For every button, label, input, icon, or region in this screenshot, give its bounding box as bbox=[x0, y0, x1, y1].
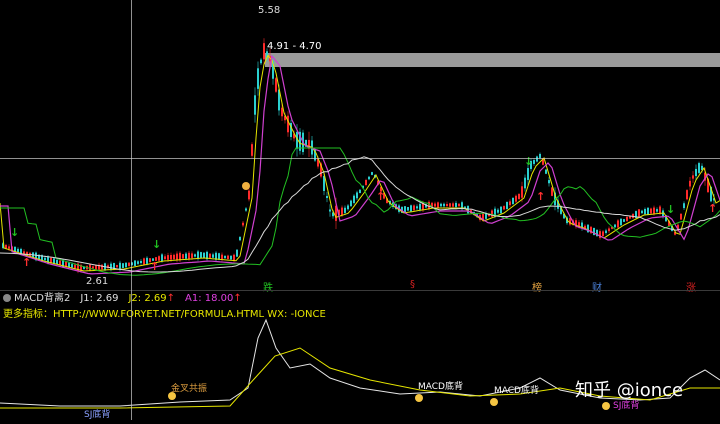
resistance-band bbox=[265, 53, 720, 67]
a1-value: A1: 18.00 bbox=[184, 293, 234, 304]
day-marker[interactable]: 财 bbox=[592, 283, 602, 294]
j2-value: J2: 2.69 bbox=[128, 293, 167, 304]
formula-link[interactable]: 更多指标：HTTP://WWW.FORYET.NET/FORMULA.HTML … bbox=[0, 307, 720, 323]
crosshair-horizontal bbox=[0, 158, 720, 159]
signal-arrow-icon: ↑ bbox=[376, 190, 385, 203]
crosshair-vertical bbox=[131, 0, 132, 420]
signal-arrow-icon: ↑ bbox=[536, 190, 545, 203]
signal-arrow-icon: ↓ bbox=[666, 203, 675, 216]
indicator-chart[interactable]: 金叉共振 MACD底背 MACD底背 SJ底背 SJ底背 bbox=[0, 318, 720, 420]
indicator-chart-canvas[interactable] bbox=[0, 318, 720, 420]
signal-arrow-icon: ↑ bbox=[708, 202, 717, 215]
signal-arrow-icon: ↓ bbox=[10, 226, 19, 239]
formula-text: 更多指标：HTTP://WWW.FORYET.NET/FORMULA.HTML … bbox=[3, 309, 326, 320]
pane-divider[interactable] bbox=[0, 290, 720, 291]
indicator-header: MACD背离2 J1: 2.69 J2: 2.69↑ A1: 18.00↑ bbox=[0, 291, 720, 307]
price-chart-canvas[interactable]: ↓ ↑ ↓ ↑ ↑ ↓ ↑ ↓ ↑ bbox=[0, 0, 720, 290]
up-arrow-icon: ↑ bbox=[233, 293, 242, 304]
sj-divergence-label: SJ底背 bbox=[84, 410, 111, 420]
low-price-label: 2.61 bbox=[86, 276, 109, 287]
golden-cross-label: 金叉共振 bbox=[171, 384, 208, 394]
indicator-name[interactable]: MACD背离2 bbox=[14, 293, 71, 304]
signal-arrows: ↓ ↑ ↓ ↑ ↑ ↓ ↑ ↓ ↑ bbox=[10, 155, 717, 273]
up-arrow-icon: ↑ bbox=[166, 293, 175, 304]
day-marker[interactable]: 跌 bbox=[263, 283, 273, 294]
smile-icon bbox=[415, 394, 423, 402]
signal-arrow-icon: ↓ bbox=[524, 155, 533, 168]
signal-arrow-icon: ↑ bbox=[150, 260, 159, 273]
day-marker[interactable]: 涨 bbox=[686, 283, 696, 294]
sj-divergence-label: SJ底背 bbox=[613, 401, 640, 411]
day-marker[interactable]: § bbox=[410, 279, 415, 290]
smile-icon bbox=[490, 398, 498, 406]
indicator-settings-icon[interactable] bbox=[3, 294, 11, 302]
watermark: 知乎 @ionce bbox=[575, 380, 684, 401]
signal-arrow-icon: ↑ bbox=[22, 256, 31, 269]
macd-divergence-label: MACD底背 bbox=[494, 386, 539, 396]
range-label: 4.91 - 4.70 bbox=[267, 41, 322, 52]
hand-cursor-icon bbox=[242, 182, 250, 190]
high-price-label: 5.58 bbox=[258, 5, 281, 16]
smile-icon bbox=[602, 402, 610, 410]
macd-divergence-label: MACD底背 bbox=[418, 382, 463, 392]
day-marker[interactable]: 榜 bbox=[532, 283, 542, 294]
candlesticks bbox=[2, 38, 715, 274]
signal-arrow-icon: ↓ bbox=[152, 238, 161, 251]
smile-icon bbox=[168, 392, 176, 400]
price-chart[interactable]: ↓ ↑ ↓ ↑ ↑ ↓ ↑ ↓ ↑ 5.58 4.91 - 4.70 2.61 跌 § 榜 财 … bbox=[0, 0, 720, 294]
j1-value: J1: 2.69 bbox=[80, 293, 119, 304]
moving-averages bbox=[0, 54, 720, 276]
